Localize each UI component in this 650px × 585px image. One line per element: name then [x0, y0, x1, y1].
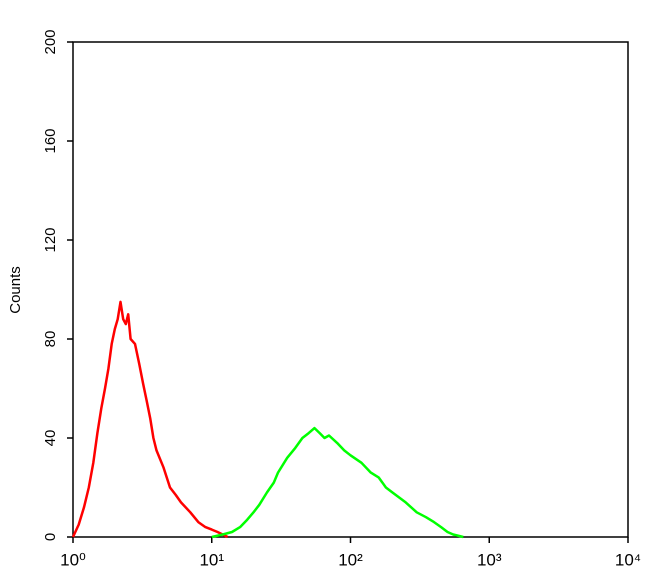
x-tick-label: 10³ — [477, 550, 502, 569]
x-tick-label: 10¹ — [199, 550, 224, 569]
y-tick-label: 0 — [42, 533, 59, 541]
histogram-line — [211, 426, 464, 539]
y-tick-label: 40 — [42, 430, 59, 447]
x-tick-label: 10⁴ — [615, 550, 641, 569]
y-tick-label: 160 — [42, 128, 59, 153]
histogram-line — [71, 300, 229, 539]
x-tick-label: 10² — [338, 550, 363, 569]
plot-frame — [72, 41, 629, 538]
y-tick-label: 120 — [42, 227, 59, 252]
y-tick-label: 200 — [42, 29, 59, 54]
y-axis-label: Counts — [7, 266, 24, 314]
y-tick-label: 80 — [42, 331, 59, 348]
x-tick-label: 10⁰ — [60, 550, 86, 569]
